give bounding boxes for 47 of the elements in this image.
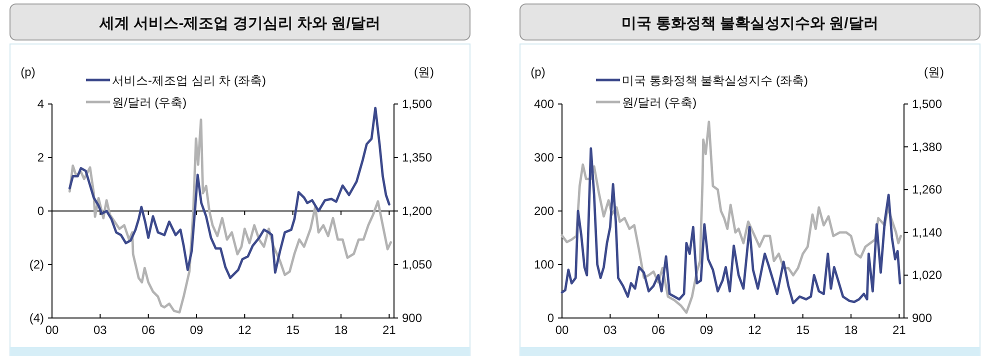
chart-title: 미국 통화정책 불확실성지수와 원/달러 [622,15,878,32]
x-tick-label: 21 [892,323,906,337]
y2-tick-label: 1,500 [912,97,942,111]
y-tick-label: 2 [37,150,44,164]
y-tick-label: 0 [547,311,554,325]
y-axis-title: (p) [20,65,36,79]
x-tick-label: 06 [142,323,156,337]
y2-tick-label: 1,260 [912,182,942,197]
x-tick-label: 18 [334,323,348,337]
y-tick-label: (4) [29,311,44,325]
x-tick-label: 15 [286,323,300,337]
y-tick-label: 100 [534,258,554,272]
y2-axis-title: (원) [414,65,434,79]
y2-tick-label: 1,500 [402,97,432,111]
y2-tick-label: 1,380 [912,140,942,154]
x-tick-label: 12 [238,323,252,337]
y2-tick-label: 900 [912,311,932,325]
y2-tick-label: 1,200 [402,204,432,218]
x-tick-label: 21 [382,323,396,337]
y-tick-label: 0 [37,204,44,218]
y2-tick-label: 1,350 [402,150,432,164]
x-tick-label: 06 [652,323,666,337]
y-axis-title: (p) [530,65,546,79]
legend-label: 서비스-제조업 심리 차 (좌축) [112,74,266,88]
x-tick-label: 09 [700,323,714,337]
y2-tick-label: 1,050 [402,258,432,272]
x-tick-label: 18 [844,323,858,337]
x-tick-label: 03 [603,323,618,337]
y2-tick-label: 900 [402,311,422,325]
x-tick-label: 00 [45,323,59,337]
chart-title: 세계 서비스-제조업 경기심리 차와 원/달러 [98,15,380,32]
x-tick-label: 03 [93,323,108,337]
x-tick-label: 09 [190,323,204,337]
y-tick-label: 4 [37,97,44,111]
legend-label: 미국 통화정책 불확실성지수 (좌축) [622,74,808,88]
legend-label: 원/달러 (우축) [112,96,187,110]
x-tick-label: 00 [555,323,569,337]
legend-label: 원/달러 (우축) [622,96,697,110]
y2-tick-label: 1,020 [912,268,942,282]
x-tick-label: 12 [748,323,762,337]
y-tick-label: (2) [29,258,44,272]
x-tick-label: 15 [796,323,810,337]
y-tick-label: 200 [534,204,554,218]
y2-axis-title: (원) [924,65,944,79]
y-tick-label: 400 [534,97,554,111]
y-tick-label: 300 [534,150,554,164]
y2-tick-label: 1,140 [912,225,942,240]
